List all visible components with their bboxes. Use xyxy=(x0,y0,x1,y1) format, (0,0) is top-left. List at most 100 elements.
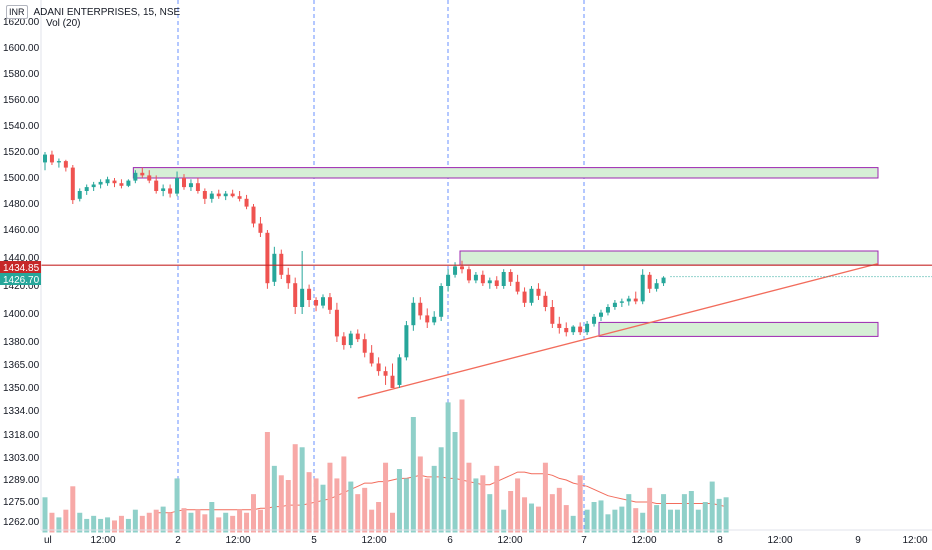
volume-bar xyxy=(487,494,493,533)
price-tick-label: 1420.00 xyxy=(3,281,40,292)
volume-bar xyxy=(417,456,423,533)
candle-body xyxy=(592,316,597,324)
volume-bar xyxy=(369,509,375,533)
candle xyxy=(258,217,263,237)
candle-body xyxy=(175,178,180,194)
candle-body xyxy=(578,326,583,333)
volume-bar xyxy=(209,502,215,533)
volume-bar xyxy=(237,509,243,533)
price-tick-label: 1365.00 xyxy=(3,360,40,371)
candle xyxy=(473,272,478,284)
candle-body xyxy=(432,316,437,323)
candle-body xyxy=(327,297,332,310)
volume-bar xyxy=(522,497,528,533)
volume-bar xyxy=(647,487,653,533)
volume-bar xyxy=(542,462,548,533)
volume-bar xyxy=(98,518,104,533)
candle xyxy=(390,363,395,388)
price-tick-label: 1350.00 xyxy=(3,383,40,394)
candle-body xyxy=(126,180,131,186)
candle-body xyxy=(480,274,485,284)
candle xyxy=(272,246,277,286)
candle-body xyxy=(105,179,110,184)
symbol-title[interactable]: ADANI ENTERPRISES, 15, NSE xyxy=(33,6,181,18)
candle-body xyxy=(411,302,416,326)
volume-bar xyxy=(612,509,618,533)
time-tick-label: 2 xyxy=(175,535,181,546)
candle-body xyxy=(216,193,221,197)
volume-bar xyxy=(118,515,124,533)
price-tick-label: 1520.00 xyxy=(3,147,40,158)
candle xyxy=(98,179,103,189)
volume-bar xyxy=(132,509,138,533)
candle xyxy=(202,188,207,204)
zone-rectangle[interactable] xyxy=(598,321,879,337)
volume-bar xyxy=(56,517,62,533)
candle xyxy=(195,178,200,194)
candle-body xyxy=(195,183,200,191)
candle xyxy=(341,332,346,350)
volume-bar xyxy=(174,478,180,533)
volume-bar xyxy=(306,472,312,533)
volume-bar xyxy=(654,505,660,533)
candle-body xyxy=(223,193,228,197)
volume-bar xyxy=(167,512,173,533)
trendline-segment[interactable] xyxy=(357,262,879,399)
trendline[interactable] xyxy=(357,262,879,399)
candle xyxy=(77,188,82,202)
candle-body xyxy=(418,302,423,316)
time-tick-label: 5 xyxy=(311,535,317,546)
candle-body xyxy=(550,307,555,324)
volume-bar xyxy=(459,399,465,533)
candle xyxy=(557,316,562,334)
candle-body xyxy=(77,191,82,199)
candle-body xyxy=(334,309,339,337)
price-axis[interactable]: 1620.00 1600.00 1580.00 1560.00 1540.00 1520.… xyxy=(3,17,40,528)
volume-indicator-label[interactable]: Vol (20) xyxy=(46,18,81,29)
volume-bar xyxy=(77,512,83,533)
candle-body xyxy=(626,298,631,302)
volume-bar xyxy=(42,497,48,533)
candle-body xyxy=(209,193,214,199)
candle xyxy=(411,297,416,331)
candle-body xyxy=(522,291,527,303)
candle xyxy=(147,170,152,184)
zone-rectangle[interactable] xyxy=(459,250,879,266)
price-tick-label: 1303.00 xyxy=(3,453,40,464)
candle-body xyxy=(70,167,75,201)
price-tick-label: 1580.00 xyxy=(3,69,40,80)
supply-demand-zones[interactable] xyxy=(132,167,879,337)
price-tick-label: 1380.00 xyxy=(3,337,40,348)
volume-bar xyxy=(160,506,166,533)
candle xyxy=(362,333,367,358)
time-tick-label: 12:00 xyxy=(631,535,656,546)
candle-body xyxy=(612,302,617,307)
price-tick-label: 1540.00 xyxy=(3,121,40,132)
volume-bar xyxy=(390,512,395,533)
time-tick-label: 12:00 xyxy=(902,535,927,546)
candle-body xyxy=(661,277,666,284)
candle xyxy=(494,276,499,289)
zone-rectangle[interactable] xyxy=(132,167,879,179)
volume-bar xyxy=(577,475,583,533)
volume-bar xyxy=(146,512,152,533)
candle xyxy=(314,297,319,312)
price-tick-label: 1289.00 xyxy=(3,475,40,486)
price-tick-label: 1480.00 xyxy=(3,199,40,210)
candle xyxy=(307,284,312,307)
candle-body xyxy=(49,154,54,163)
time-axis[interactable]: ul 12:00 2 12:00 5 12:00 6 12:00 7 12:00 8 12:00 9 12… xyxy=(44,535,928,546)
volume-bar xyxy=(299,447,305,533)
candle-body xyxy=(390,375,395,388)
currency-badge[interactable]: INR xyxy=(6,5,28,19)
candle-body xyxy=(202,191,207,199)
candle xyxy=(265,230,270,289)
candle xyxy=(633,291,638,305)
candle xyxy=(321,294,325,309)
volume-bar xyxy=(556,487,562,533)
volume-bar xyxy=(139,515,145,533)
volume-bar xyxy=(410,417,416,533)
candle-body xyxy=(640,274,645,302)
candle-body xyxy=(182,178,186,188)
